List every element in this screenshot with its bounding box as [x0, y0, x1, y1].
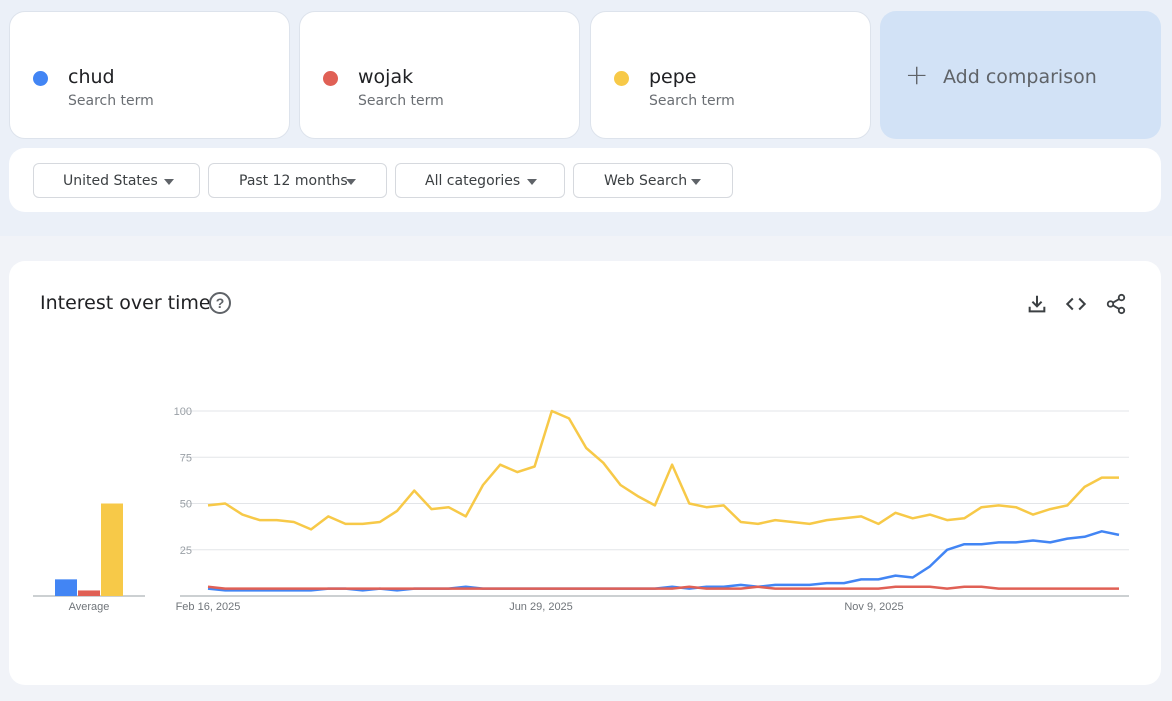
- caret-down-icon: [164, 179, 174, 185]
- series-line-wojak[interactable]: [207, 585, 1119, 590]
- add-comparison-button[interactable]: + Add comparison: [880, 11, 1161, 139]
- help-icon[interactable]: ?: [209, 292, 231, 314]
- filter-time-range[interactable]: Past 12 months: [208, 163, 387, 198]
- chart-title: Interest over time: [40, 292, 211, 314]
- average-bar-chud[interactable]: [55, 579, 77, 596]
- filter-category-label: All categories: [425, 173, 521, 189]
- caret-down-icon: [691, 179, 701, 185]
- filter-location[interactable]: United States: [33, 163, 200, 198]
- y-tick-label: 75: [180, 452, 192, 464]
- caret-down-icon: [527, 179, 537, 185]
- download-icon[interactable]: [1026, 293, 1048, 315]
- embed-code-icon[interactable]: [1065, 293, 1087, 315]
- color-dot-icon: [33, 71, 48, 86]
- plus-icon: +: [905, 58, 929, 91]
- term-subtitle: Search term: [68, 93, 154, 109]
- series-line-chud[interactable]: [207, 530, 1120, 592]
- color-dot-icon: [614, 71, 629, 86]
- term-card-wojak[interactable]: wojak Search term: [299, 11, 580, 139]
- filter-category[interactable]: All categories: [395, 163, 565, 198]
- term-card-pepe[interactable]: pepe Search term: [590, 11, 871, 139]
- interest-over-time-card: Interest over time ? Average 100 75 50 25 F…: [9, 261, 1161, 685]
- filter-bar: United States Past 12 months All categor…: [9, 148, 1161, 212]
- color-dot-icon: [323, 71, 338, 86]
- share-icon[interactable]: [1105, 293, 1127, 315]
- y-tick-label: 25: [180, 545, 192, 557]
- filter-search-type-label: Web Search: [604, 173, 688, 189]
- x-tick-label: Jun 29, 2025: [509, 601, 573, 613]
- term-name[interactable]: chud: [68, 66, 115, 88]
- term-name[interactable]: wojak: [358, 66, 414, 88]
- term-name[interactable]: pepe: [649, 66, 697, 88]
- y-tick-label: 100: [174, 406, 192, 418]
- term-card-chud[interactable]: chud Search term: [9, 11, 290, 139]
- x-tick-label: Feb 16, 2025: [176, 601, 241, 613]
- average-label: Average: [69, 601, 110, 613]
- filter-search-type[interactable]: Web Search: [573, 163, 733, 198]
- caret-down-icon: [346, 179, 356, 185]
- average-bar-pepe[interactable]: [101, 503, 123, 597]
- y-tick-label: 50: [180, 499, 192, 511]
- x-tick-label: Nov 9, 2025: [844, 601, 903, 613]
- filter-time-range-label: Past 12 months: [239, 173, 348, 189]
- series-line-pepe[interactable]: [207, 409, 1119, 531]
- term-subtitle: Search term: [649, 93, 735, 109]
- filter-location-label: United States: [63, 173, 158, 189]
- add-comparison-label: Add comparison: [943, 66, 1097, 88]
- term-subtitle: Search term: [358, 93, 444, 109]
- average-bar-wojak[interactable]: [78, 590, 100, 596]
- interest-chart: Average 100 75 50 25 Feb 16, 2025 Jun 29, 2…: [33, 406, 1129, 613]
